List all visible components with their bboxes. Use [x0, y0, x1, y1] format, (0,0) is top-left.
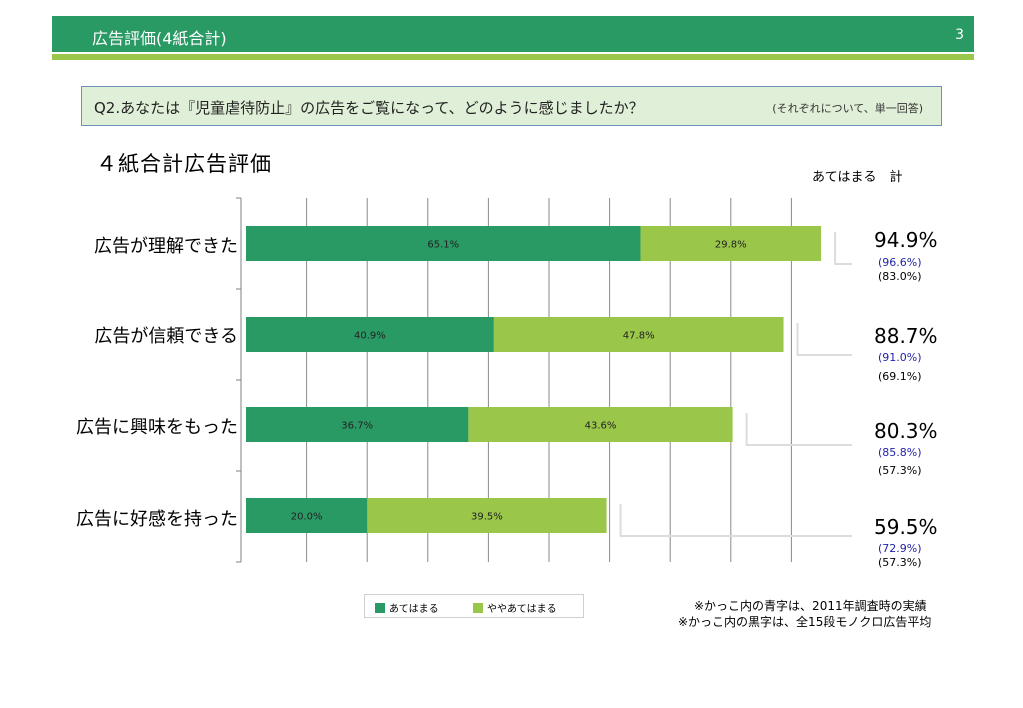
- question-note: (それぞれについて、単一回答): [772, 102, 923, 115]
- total-value: 80.3%: [874, 419, 938, 443]
- total-value: 94.9%: [874, 228, 938, 252]
- total-callout-line: [796, 323, 852, 356]
- data-label: 29.8%: [715, 240, 747, 251]
- bar-segment: [367, 498, 607, 533]
- category-label: 広告に好感を持った: [76, 509, 238, 530]
- data-label: 47.8%: [623, 331, 655, 342]
- total-callout-line: [619, 504, 852, 537]
- data-label: 40.9%: [354, 331, 386, 342]
- total-average-value: (57.3%): [878, 464, 922, 477]
- category-label: 広告が信頼できる: [94, 326, 238, 347]
- bar-segment: [640, 226, 822, 261]
- bar-segment: [246, 498, 368, 533]
- page-title: 広告評価(4紙合計): [92, 29, 227, 48]
- data-label: 20.0%: [291, 512, 323, 523]
- total-2011-value: (85.8%): [878, 446, 922, 459]
- total-2011-value: (72.9%): [878, 542, 922, 555]
- bar-segment: [246, 407, 469, 442]
- data-label: 43.6%: [585, 421, 617, 432]
- chart-title: ４紙合計広告評価: [96, 152, 272, 176]
- legend-item: ややあてはまる: [473, 600, 557, 615]
- data-label: 36.7%: [341, 421, 373, 432]
- bar-segment: [468, 407, 733, 442]
- bar-segment: [246, 317, 494, 352]
- page-number: 3: [955, 27, 964, 43]
- total-callout-line: [834, 232, 852, 265]
- category-label: 広告が理解できた: [94, 236, 238, 257]
- bar-segment: [246, 226, 641, 261]
- totals-header: あてはまる 計: [812, 170, 903, 185]
- question-text: Q2.あなたは『児童虐待防止』の広告をご覧になって、どのように感じましたか？: [94, 99, 644, 117]
- total-2011-value: (91.0%): [878, 351, 922, 364]
- total-average-value: (83.0%): [878, 270, 922, 283]
- header-bar: 広告評価(4紙合計) 3: [52, 16, 974, 52]
- category-label: 広告に興味をもった: [76, 417, 238, 438]
- legend-item: あてはまる: [375, 600, 439, 615]
- header-accent-line: [52, 54, 974, 60]
- total-value: 59.5%: [874, 515, 938, 539]
- chart-legend: あてはまる ややあてはまる: [364, 594, 584, 618]
- total-average-value: (57.3%): [878, 556, 922, 569]
- legend-label: あてはまる: [389, 604, 439, 615]
- total-average-value: (69.1%): [878, 370, 922, 383]
- data-label: 65.1%: [427, 240, 459, 251]
- legend-swatch: [375, 602, 385, 613]
- total-2011-value: (96.6%): [878, 256, 922, 269]
- question-box: Q2.あなたは『児童虐待防止』の広告をご覧になって、どのように感じましたか？ (…: [81, 86, 942, 126]
- bar-segment: [493, 317, 784, 352]
- data-label: 39.5%: [471, 512, 503, 523]
- total-value: 88.7%: [874, 324, 938, 348]
- note-black-explanation: ※かっこ内の黒字は、全15段モノクロ広告平均: [678, 615, 932, 629]
- legend-label: ややあてはまる: [487, 604, 557, 615]
- legend-swatch: [473, 602, 483, 613]
- note-blue-explanation: ※かっこ内の青字は、2011年調査時の実績: [694, 599, 927, 613]
- total-callout-line: [745, 413, 852, 446]
